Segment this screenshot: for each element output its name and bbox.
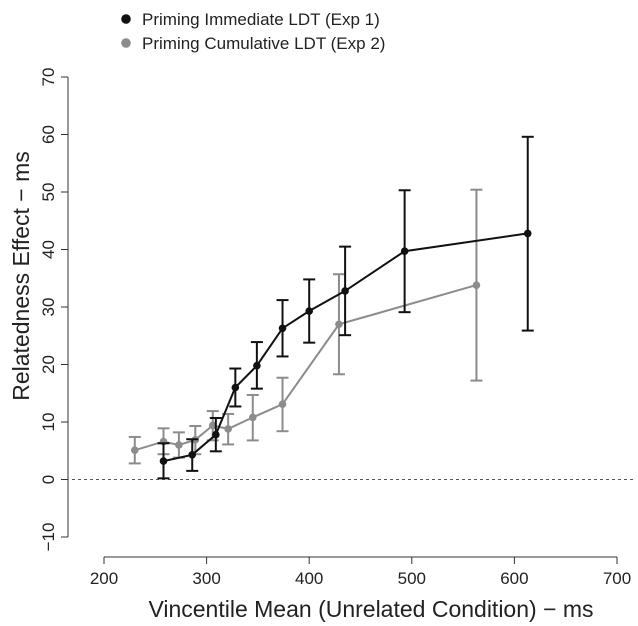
series-immediate [157, 135, 534, 480]
legend-label-cumulative: Priming Cumulative LDT (Exp 2) [142, 34, 385, 53]
y-tick-label: 0 [39, 475, 58, 484]
x-tick-label: 400 [295, 569, 323, 588]
x-tick-label: 500 [398, 569, 426, 588]
data-point [305, 307, 314, 315]
data-point [278, 324, 287, 333]
data-point [341, 287, 349, 295]
y-tick-label: 60 [39, 125, 58, 144]
legend-marker-immediate [121, 14, 131, 24]
x-tick-label: 600 [500, 569, 528, 588]
y-tick-label: −10 [39, 523, 58, 552]
data-point [212, 430, 220, 439]
data-point [224, 425, 232, 433]
data-point [278, 400, 287, 408]
legend: Priming Immediate LDT (Exp 1) Priming Cu… [121, 10, 385, 53]
data-point [523, 229, 532, 238]
y-tick-label: 10 [39, 413, 58, 432]
data-point [208, 421, 217, 430]
x-tick-label: 300 [192, 569, 220, 588]
legend-marker-cumulative [121, 38, 131, 48]
y-axis-title: Relatedness Effect − ms [8, 151, 34, 401]
data-point [472, 281, 481, 289]
data-point [175, 441, 183, 449]
data-point [159, 457, 168, 465]
data-point [231, 383, 240, 392]
series-cumulative [128, 188, 483, 465]
plot-area [72, 135, 636, 480]
x-tick-label: 700 [603, 569, 631, 588]
data-point [335, 320, 343, 329]
data-point [248, 413, 257, 422]
data-point [253, 361, 261, 370]
y-tick-label: 40 [39, 240, 58, 259]
y-tick-label: 70 [39, 68, 58, 87]
data-point [400, 247, 409, 256]
y-tick-label: 30 [39, 298, 58, 317]
x-axis: 200 300 400 500 600 700 [90, 556, 631, 588]
y-axis: −10 0 10 20 30 40 50 60 70 [39, 68, 69, 552]
data-point [130, 446, 139, 454]
y-tick-label: 50 [39, 183, 58, 202]
legend-label-immediate: Priming Immediate LDT (Exp 1) [142, 10, 380, 29]
y-tick-label: 20 [39, 355, 58, 374]
data-point [188, 450, 197, 459]
series-line [134, 284, 477, 452]
x-tick-label: 200 [90, 569, 118, 588]
x-axis-title: Vincentile Mean (Unrelated Condition) − … [148, 596, 593, 622]
series-line [163, 232, 528, 463]
